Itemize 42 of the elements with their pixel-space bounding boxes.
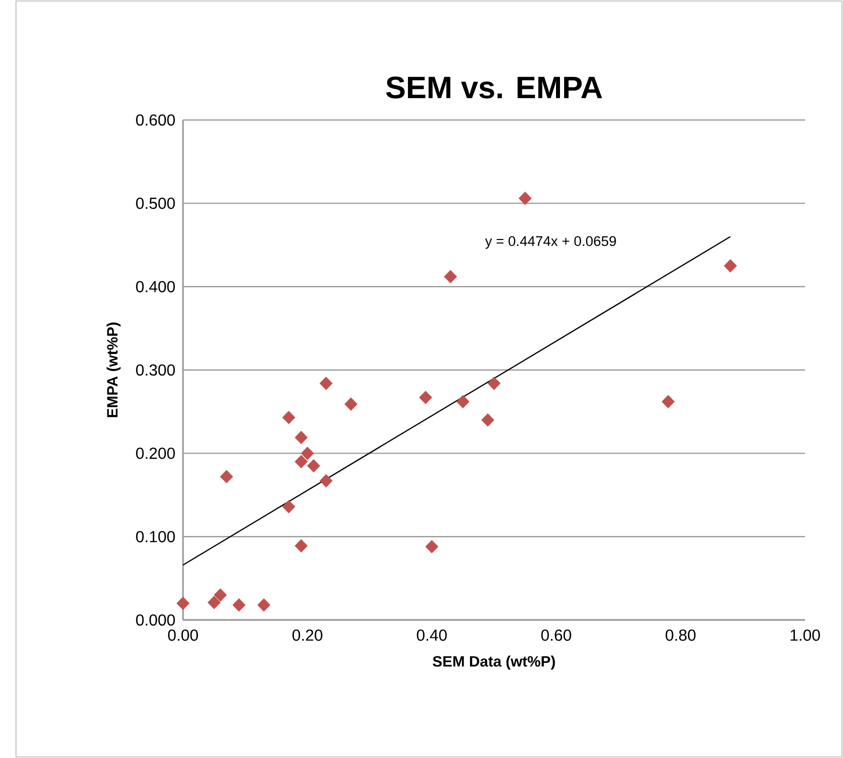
- point: [232, 598, 246, 612]
- point: [518, 192, 532, 206]
- point: [419, 390, 432, 404]
- point: [294, 430, 308, 444]
- x-axis-title: SEM Data (wt%P): [432, 656, 555, 670]
- y-tick-label: 0.300: [136, 364, 175, 376]
- point: [294, 454, 308, 468]
- y-tick-label: 0.200: [136, 448, 175, 459]
- point: [662, 394, 675, 408]
- y-tick-label: 0.600: [136, 114, 175, 126]
- x-tick-label: 0.20: [292, 630, 322, 641]
- point: [487, 376, 501, 390]
- point: [320, 474, 333, 488]
- point: [444, 270, 458, 284]
- x-tick-label: 0.80: [666, 630, 696, 641]
- y-tick-label: 0.100: [136, 530, 175, 542]
- point: [344, 397, 358, 411]
- point: [294, 539, 308, 553]
- chart-title: SEM vs. EMPA: [386, 76, 602, 98]
- point: [724, 259, 737, 273]
- point: [220, 470, 234, 484]
- point: [300, 446, 314, 460]
- point: [214, 588, 227, 602]
- point: [307, 459, 320, 473]
- annotation: y = 0.4474x + 0.0659: [485, 236, 616, 249]
- y-tick-label: 0.400: [136, 280, 175, 292]
- point: [257, 598, 270, 612]
- x-tick-label: 0.40: [416, 630, 447, 641]
- x-tick-label: 0.60: [541, 630, 572, 641]
- point: [176, 596, 190, 610]
- point: [282, 500, 296, 514]
- point: [282, 410, 296, 424]
- y-tick-label: 0.500: [136, 198, 175, 209]
- x-tick-label: 0.00: [168, 630, 198, 641]
- point: [481, 413, 494, 427]
- y-tick-label: 0.000: [136, 614, 175, 626]
- point: [425, 540, 438, 554]
- point: [208, 596, 221, 610]
- y-axis-title: EMPA (wt%P): [106, 322, 121, 418]
- x-tick-label: 1.00: [790, 630, 820, 641]
- point: [320, 376, 333, 390]
- point: [456, 394, 470, 408]
